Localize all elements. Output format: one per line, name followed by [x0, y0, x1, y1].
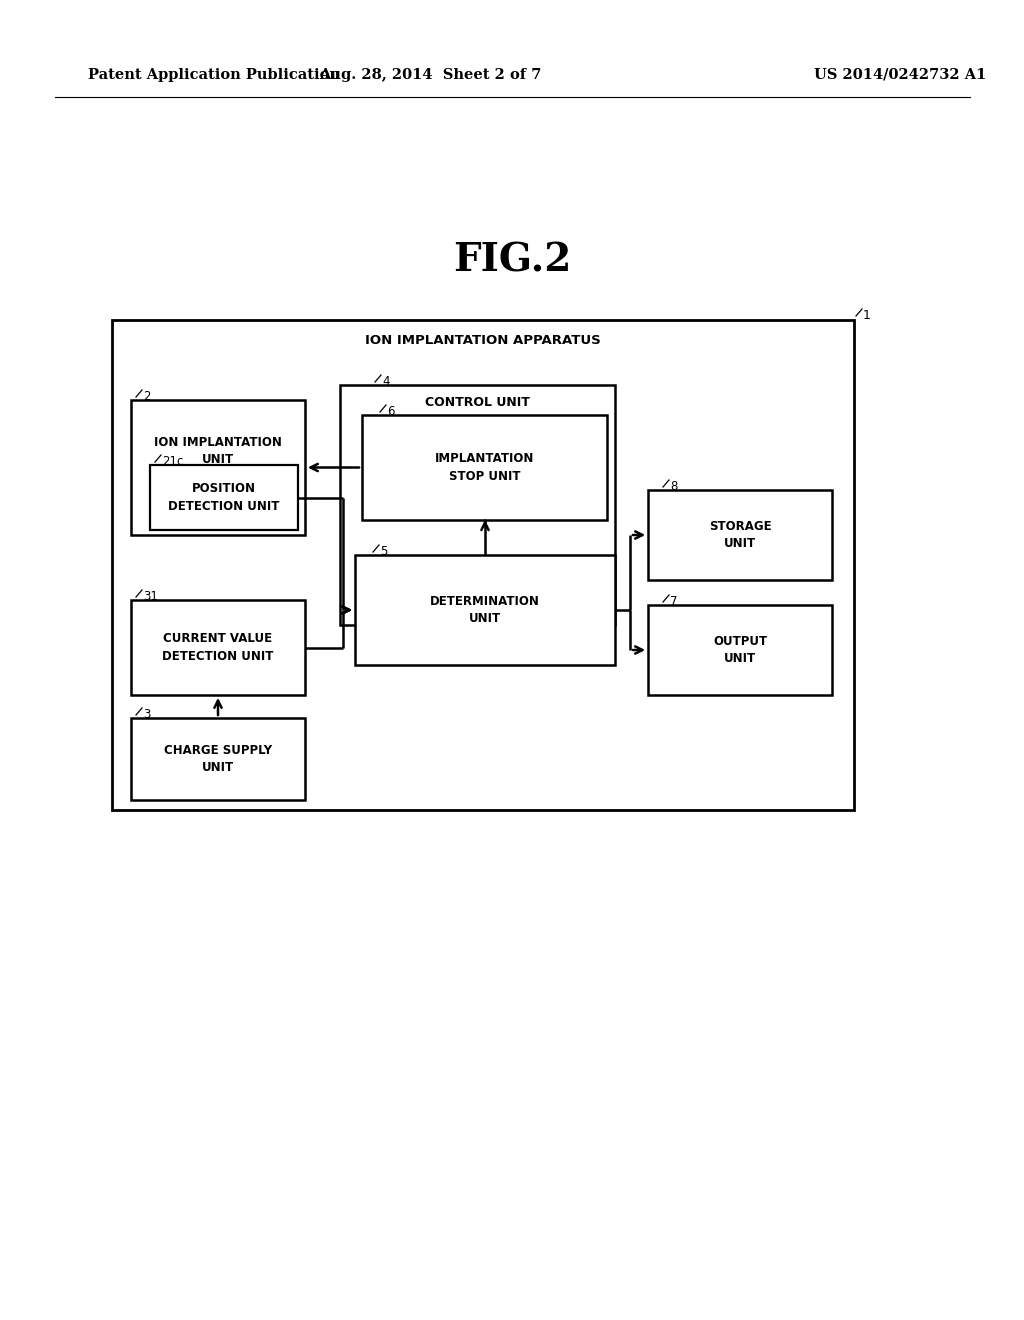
- Text: CHARGE SUPPLY
UNIT: CHARGE SUPPLY UNIT: [164, 744, 272, 774]
- Bar: [648, 605, 831, 696]
- Text: 8: 8: [670, 480, 677, 492]
- Text: ION IMPLANTATION APPARATUS: ION IMPLANTATION APPARATUS: [366, 334, 601, 346]
- Bar: [150, 465, 298, 531]
- Text: 31: 31: [143, 590, 158, 603]
- Text: CONTROL UNIT: CONTROL UNIT: [425, 396, 530, 409]
- Text: IMPLANTATION
STOP UNIT: IMPLANTATION STOP UNIT: [435, 453, 535, 483]
- Text: 6: 6: [387, 405, 394, 418]
- Bar: [112, 319, 854, 810]
- Text: Patent Application Publication: Patent Application Publication: [88, 69, 340, 82]
- Text: CURRENT VALUE
DETECTION UNIT: CURRENT VALUE DETECTION UNIT: [163, 632, 273, 663]
- Text: 1: 1: [863, 309, 870, 322]
- Bar: [131, 400, 305, 535]
- Text: FIG.2: FIG.2: [453, 242, 571, 279]
- Text: 5: 5: [380, 545, 387, 558]
- Bar: [131, 718, 305, 800]
- Text: 4: 4: [382, 375, 389, 388]
- Text: STORAGE
UNIT: STORAGE UNIT: [709, 520, 771, 550]
- Text: POSITION
DETECTION UNIT: POSITION DETECTION UNIT: [168, 483, 280, 512]
- Text: 7: 7: [670, 595, 678, 609]
- Bar: [355, 554, 615, 665]
- Text: OUTPUT
UNIT: OUTPUT UNIT: [713, 635, 767, 665]
- Bar: [648, 490, 831, 579]
- Bar: [340, 385, 615, 624]
- Text: 21c: 21c: [162, 455, 183, 469]
- Text: US 2014/0242732 A1: US 2014/0242732 A1: [814, 69, 986, 82]
- Bar: [131, 601, 305, 696]
- Bar: [362, 414, 607, 520]
- Text: 2: 2: [143, 389, 151, 403]
- Text: Aug. 28, 2014  Sheet 2 of 7: Aug. 28, 2014 Sheet 2 of 7: [318, 69, 542, 82]
- Text: 3: 3: [143, 708, 151, 721]
- Text: ION IMPLANTATION
UNIT: ION IMPLANTATION UNIT: [154, 437, 282, 466]
- Text: DETERMINATION
UNIT: DETERMINATION UNIT: [430, 595, 540, 624]
